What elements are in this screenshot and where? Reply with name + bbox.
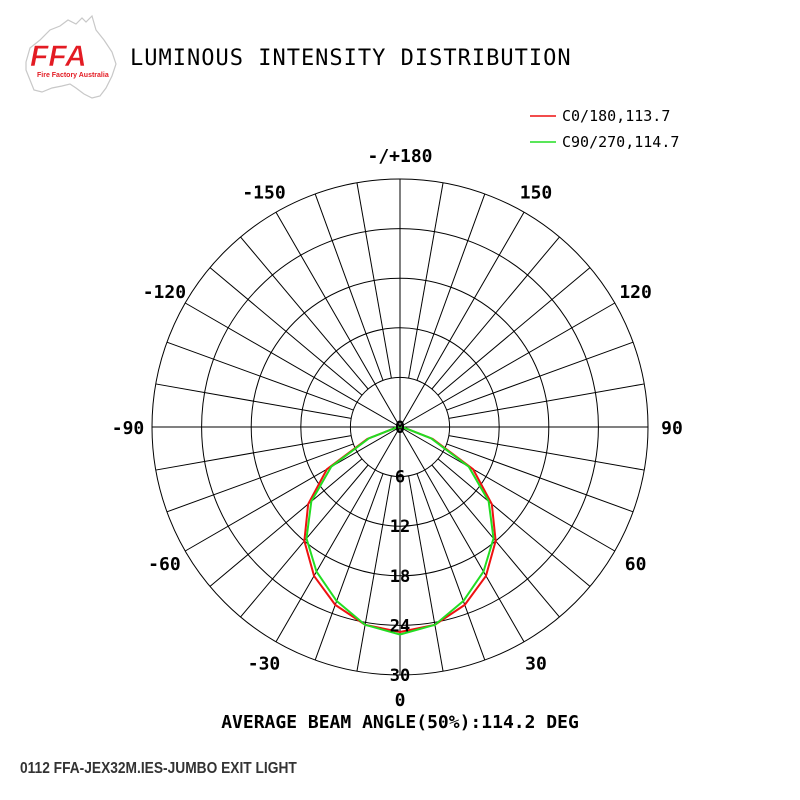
radial-tick-label: 12: [390, 517, 410, 537]
radial-tick-label: 0: [395, 418, 405, 438]
grid-spoke-minor: [448, 435, 645, 471]
grid-spoke-major: [399, 426, 525, 643]
angle-label: 60: [625, 554, 647, 575]
angle-label: -90: [112, 418, 145, 439]
grid-spoke-minor: [209, 267, 363, 396]
grid-spoke-major: [399, 211, 525, 428]
angle-label: 150: [520, 182, 553, 203]
grid-spoke-minor: [446, 341, 634, 411]
angle-label: -30: [248, 654, 281, 675]
file-caption: 0112 FFA-JEX32M.IES-JUMBO EXIT LIGHT: [20, 760, 297, 777]
grid-spoke-major: [275, 426, 401, 643]
grid-spoke-minor: [166, 341, 354, 411]
grid-spoke-minor: [437, 267, 591, 396]
logo-subtext: Fire Factory Australia: [37, 72, 109, 79]
logo-text: FFA: [30, 40, 87, 73]
grid-spoke-major: [399, 426, 616, 552]
grid-spoke-minor: [356, 475, 392, 672]
grid-spoke-minor: [240, 236, 369, 390]
grid-spoke-minor: [446, 443, 634, 513]
grid-spoke-major: [399, 302, 616, 428]
radial-tick-label: 6: [395, 468, 405, 488]
series-line-c0: [303, 426, 497, 634]
legend-label-c0: C0/180,113.7: [562, 107, 670, 125]
legend: C0/180,113.7 C90/270,114.7: [530, 107, 679, 151]
angle-label: -120: [143, 282, 186, 303]
grid-spoke-minor: [448, 383, 645, 419]
angle-label: 0: [395, 690, 406, 711]
radial-tick-labels: 0 6 12 18 24 30: [390, 418, 410, 686]
grid-spoke-minor: [416, 473, 486, 661]
legend-label-c90: C90/270,114.7: [562, 133, 679, 151]
grid-spoke-minor: [416, 193, 486, 381]
angle-label: -/+180: [367, 146, 432, 167]
polar-grid: [151, 178, 649, 676]
radial-tick-label: 24: [390, 616, 410, 636]
grid-spoke-minor: [155, 435, 352, 471]
grid-spoke-major: [275, 211, 401, 428]
grid-spoke-minor: [209, 458, 363, 587]
angle-label: -60: [148, 554, 181, 575]
radial-tick-label: 30: [390, 666, 410, 686]
angle-label: -150: [242, 182, 285, 203]
australia-map-outline-icon: [25, 14, 117, 99]
grid-spoke-minor: [356, 182, 392, 379]
ffa-logo: FFA Fire Factory Australia: [25, 14, 117, 99]
angle-labels: -/+180-150 150-120 120-90 90-60 60-30 300: [112, 146, 683, 711]
intensity-curves: [303, 426, 497, 636]
chart-title: LUMINOUS INTENSITY DISTRIBUTION: [130, 46, 572, 71]
grid-spoke-minor: [314, 193, 384, 381]
grid-spoke-minor: [437, 458, 591, 587]
beam-angle-footer: AVERAGE BEAM ANGLE(50%):114.2 DEG: [221, 712, 579, 733]
grid-spoke-minor: [408, 182, 444, 379]
angle-label: 30: [525, 654, 547, 675]
radial-tick-label: 18: [390, 567, 410, 587]
grid-spoke-minor: [314, 473, 384, 661]
grid-spoke-major: [184, 302, 401, 428]
series-line-c90: [305, 426, 495, 636]
grid-spoke-minor: [431, 236, 560, 390]
angle-label: 90: [661, 418, 683, 439]
grid-spoke-minor: [408, 475, 444, 672]
grid-spoke-major: [184, 426, 401, 552]
grid-spoke-minor: [155, 383, 352, 419]
angle-label: 120: [619, 282, 652, 303]
grid-spoke-minor: [166, 443, 354, 513]
